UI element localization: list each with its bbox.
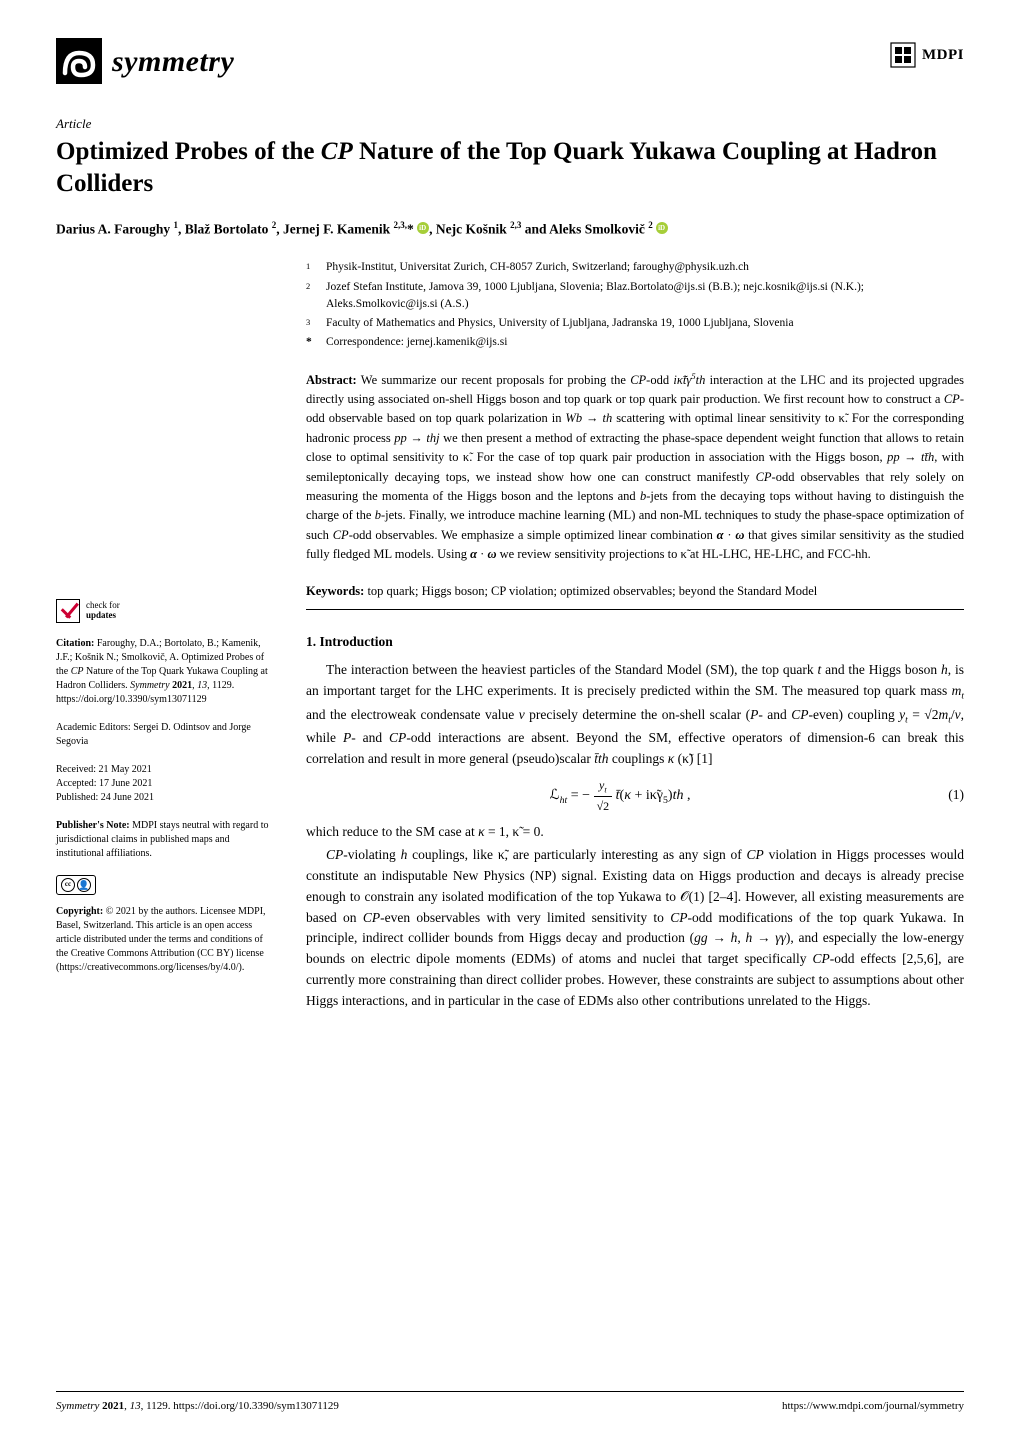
- publishers-note: Publisher's Note: MDPI stays neutral wit…: [56, 819, 276, 861]
- section-1-title: 1. Introduction: [306, 632, 964, 652]
- dates-block: Received: 21 May 2021 Accepted: 17 June …: [56, 763, 276, 805]
- accepted-date: Accepted: 17 June 2021: [56, 777, 276, 791]
- check-for-updates-badge[interactable]: check for updates: [56, 599, 276, 623]
- abstract: Abstract: We summarize our recent propos…: [306, 370, 964, 565]
- divider: [306, 609, 964, 610]
- affiliation-2: 2 Jozef Stefan Institute, Jamova 39, 100…: [306, 279, 964, 314]
- abstract-text: We summarize our recent proposals for pr…: [306, 373, 964, 561]
- journal-logo: symmetry: [56, 38, 234, 84]
- intro-paragraph-3: CP-violating h couplings, like κ̃, are p…: [306, 845, 964, 1012]
- keywords-label: Keywords:: [306, 584, 364, 598]
- cc-icon: cc: [61, 878, 75, 892]
- left-sidebar: check for updates Citation: Faroughy, D.…: [56, 259, 276, 1014]
- abstract-label: Abstract:: [306, 373, 357, 387]
- affiliation-1: 1 Physik-Institut, Universitat Zurich, C…: [306, 259, 964, 276]
- footer-right: https://www.mdpi.com/journal/symmetry: [782, 1398, 964, 1415]
- article-type-label: Article: [56, 114, 964, 134]
- equation-1-number: (1): [934, 785, 964, 806]
- authors-line: Darius A. Faroughy 1, Blaž Bortolato 2, …: [56, 219, 964, 240]
- check-updates-text: check for updates: [86, 601, 120, 621]
- keywords-text: top quark; Higgs boson; CP violation; op…: [367, 584, 817, 598]
- editors-block: Academic Editors: Sergei D. Odintsov and…: [56, 721, 276, 749]
- affiliations-list: 1 Physik-Institut, Universitat Zurich, C…: [306, 259, 964, 351]
- mdpi-logo: MDPI: [890, 38, 964, 68]
- cc-license-badge: cc 👤: [56, 875, 276, 895]
- equation-1: ℒht = − yt√2 t̄(κ + iκ̃γ5)th , (1): [306, 776, 964, 816]
- copyright-block: Copyright: © 2021 by the authors. Licens…: [56, 905, 276, 975]
- page-header: symmetry MDPI: [56, 38, 964, 84]
- cc-by-icon: 👤: [77, 878, 91, 892]
- check-updates-icon: [56, 599, 80, 623]
- received-date: Received: 21 May 2021: [56, 763, 276, 777]
- correspondence: * Correspondence: jernej.kamenik@ijs.si: [306, 334, 964, 351]
- intro-paragraph-2: which reduce to the SM case at κ = 1, κ̃…: [306, 822, 964, 843]
- affiliation-3: 3 Faculty of Mathematics and Physics, Un…: [306, 315, 964, 332]
- footer-left: Symmetry 2021, 13, 1129. https://doi.org…: [56, 1398, 339, 1415]
- published-date: Published: 24 June 2021: [56, 791, 276, 805]
- article-title: Optimized Probes of the CP Nature of the…: [56, 136, 964, 201]
- mdpi-icon: [890, 42, 916, 68]
- equation-1-body: ℒht = − yt√2 t̄(κ + iκ̃γ5)th ,: [306, 776, 934, 816]
- publisher-name: MDPI: [922, 44, 964, 67]
- citation-block: Citation: Faroughy, D.A.; Bortolato, B.;…: [56, 637, 276, 707]
- page-footer: Symmetry 2021, 13, 1129. https://doi.org…: [56, 1391, 964, 1415]
- symmetry-logo-icon: [56, 38, 102, 84]
- main-column: 1 Physik-Institut, Universitat Zurich, C…: [306, 259, 964, 1014]
- section-1-body: The interaction between the heaviest par…: [306, 660, 964, 1012]
- journal-name: symmetry: [112, 39, 234, 84]
- intro-paragraph-1: The interaction between the heaviest par…: [306, 660, 964, 769]
- keywords: Keywords: top quark; Higgs boson; CP vio…: [306, 582, 964, 601]
